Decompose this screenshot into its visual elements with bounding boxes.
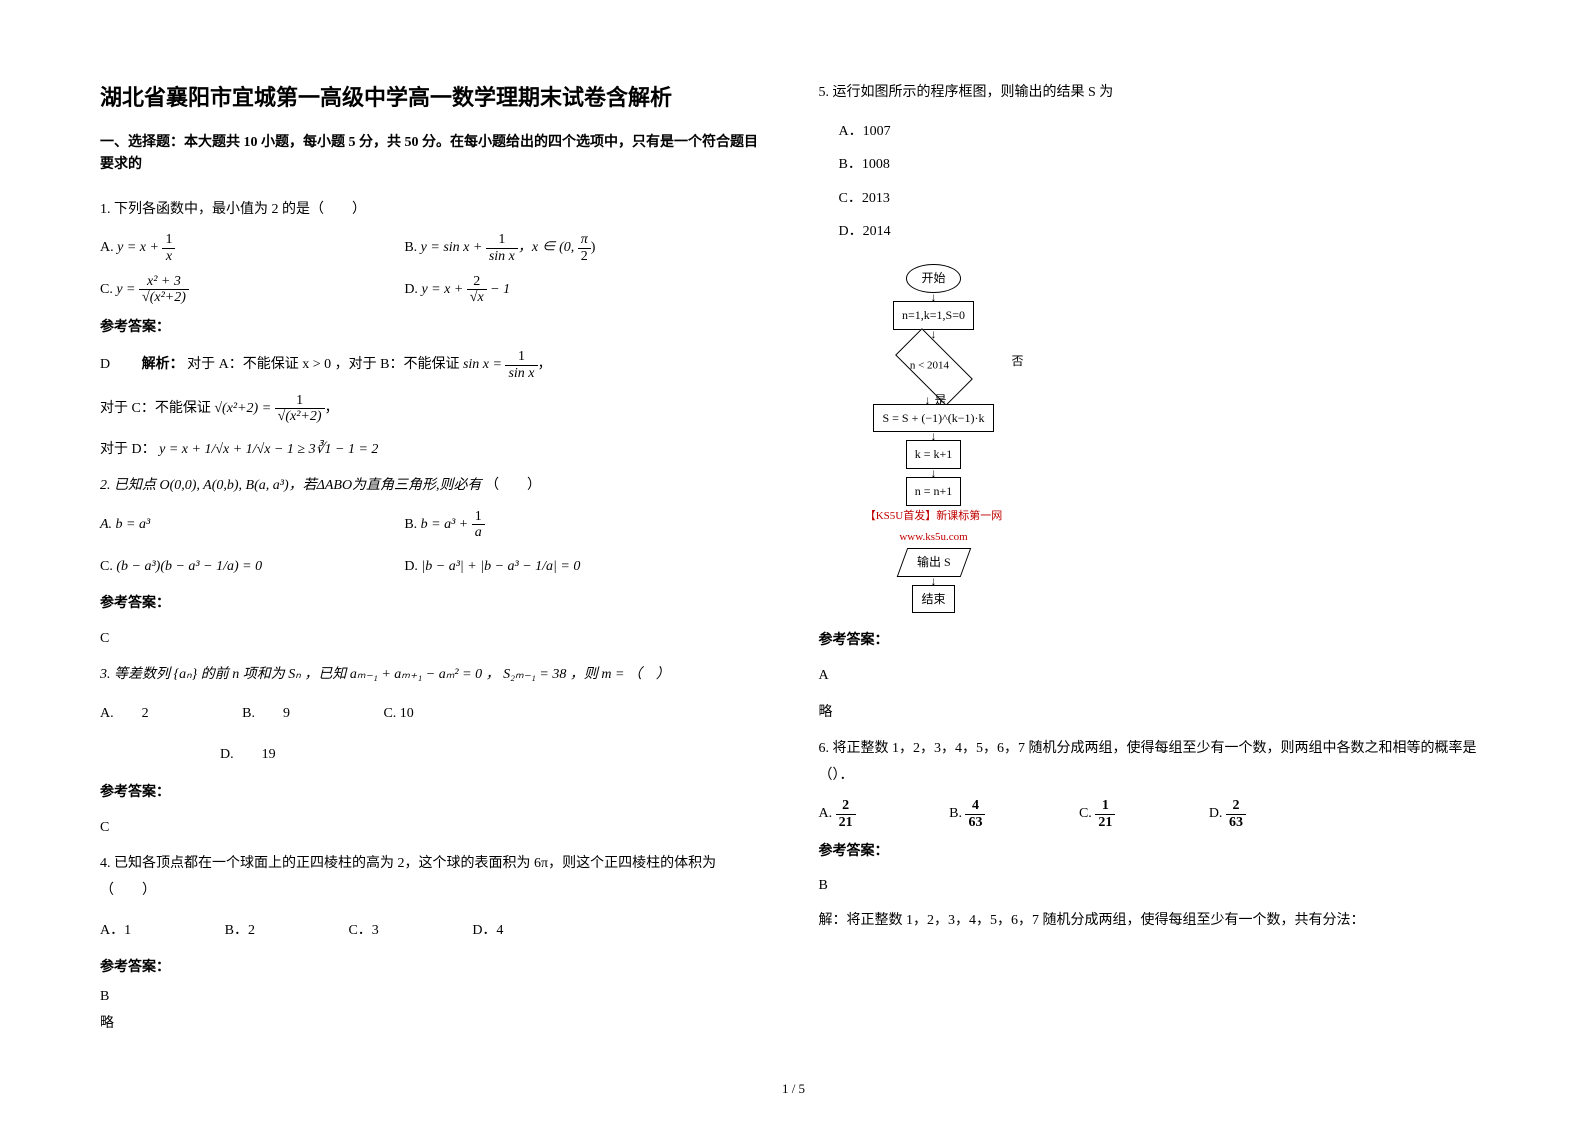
q5-option-c: C．2013 <box>839 182 1488 216</box>
q6-option-d: D. 263 <box>1209 797 1246 831</box>
q3-text: 3. 等差数列 {aₙ} 的前 n 项和为 Sₙ ，已知 aₘ₋₁ + aₘ₊₁… <box>100 667 670 682</box>
q1-option-c: C. y = x² + 3√(x²+2) <box>100 273 401 307</box>
q3-answer-label: 参考答案： <box>100 780 769 807</box>
question-5: 5. 运行如图所示的程序框图，则输出的结果 S 为 A．1007 B．1008 … <box>819 80 1488 726</box>
q2-option-c: C. (b − a³)(b − a³ − 1/a) = 0 <box>100 550 401 584</box>
question-6: 6. 将正整数 1，2，3，4，5，6，7 随机分成两组，使得每组至少有一个数，… <box>819 736 1488 935</box>
question-3: 3. 等差数列 {aₙ} 的前 n 项和为 Sₙ ，已知 aₘ₋₁ + aₘ₊₁… <box>100 662 769 841</box>
q4-answer-label: 参考答案： <box>100 956 769 976</box>
q2-answer-label: 参考答案： <box>100 591 769 618</box>
q5-option-b: B．1008 <box>839 148 1488 182</box>
q5-text: 5. 运行如图所示的程序框图，则输出的结果 S 为 <box>819 85 1114 100</box>
page-number: 1 / 5 <box>782 1081 805 1097</box>
q1-answer: D 解析： 对于 A：不能保证 x > 0 ，对于 B：不能保证 sin x =… <box>100 349 769 463</box>
question-1: 1. 下列各函数中，最小值为 2 的是（ ） A. y = x + 1x B. … <box>100 197 769 464</box>
q6-answer: B 解：将正整数 1，2，3，4，5，6，7 随机分成两组，使得每组至少有一个数… <box>819 873 1488 934</box>
q6-text: 6. 将正整数 1，2，3，4，5，6，7 随机分成两组，使得每组至少有一个数，… <box>819 741 1477 783</box>
q3-option-b: B. 9 <box>242 697 290 731</box>
q2-text: 2. 已知点 O(0,0), A(0,b), B(a, a³)，若ΔABO为直角… <box>100 478 482 493</box>
q1-option-d: D. y = x + 2√x − 1 <box>404 273 705 307</box>
q4-answer: B 略 <box>100 984 769 1037</box>
q3-answer: C <box>100 815 769 842</box>
q5-option-a: A．1007 <box>839 115 1488 149</box>
q4-option-d: D．4 <box>472 914 503 948</box>
q2-option-a: A. b = a³ <box>100 508 401 542</box>
q4-text: 4. 已知各顶点都在一个球面上的正四棱柱的高为 2，这个球的表面积为 6π，则这… <box>100 856 786 898</box>
q3-option-c: C. 10 <box>383 697 413 731</box>
q3-option-a: A. 2 <box>100 697 149 731</box>
q4-option-b: B．2 <box>225 914 255 948</box>
q2-option-b: B. b = a³ + 1a <box>404 508 705 542</box>
page-title: 湖北省襄阳市宜城第一高级中学高一数学理期末试卷含解析 <box>100 80 769 112</box>
q3-option-d: D. 19 <box>220 747 276 762</box>
section-instructions: 一、选择题：本大题共 10 小题，每小题 5 分，共 50 分。在每小题给出的四… <box>100 132 769 177</box>
q4-option-c: C．3 <box>348 914 378 948</box>
q6-answer-label: 参考答案： <box>819 839 1488 866</box>
q1-answer-label: 参考答案： <box>100 315 769 342</box>
q5-answer: A 略 <box>819 663 1488 726</box>
q1-text: 1. 下列各函数中，最小值为 2 的是（ ） <box>100 202 366 217</box>
q1-option-b: B. y = sin x + 1sin x，x ∈ (0, π2) <box>404 231 705 265</box>
q6-option-a: A. 221 <box>819 797 856 831</box>
q5-option-d: D．2014 <box>839 215 1488 249</box>
question-4: 4. 已知各顶点都在一个球面上的正四棱柱的高为 2，这个球的表面积为 6π，则这… <box>100 851 769 904</box>
q4-option-a: A．1 <box>100 914 131 948</box>
q6-option-b: B. 463 <box>949 797 985 831</box>
watermark: 【KS5U首发】新课标第一网 www.ks5u.com <box>849 506 1019 548</box>
flowchart: 开始 ↓ n=1,k=1,S=0 ↓ n < 2014 否 ↓是 S = S +… <box>849 264 1019 613</box>
question-2: 2. 已知点 O(0,0), A(0,b), B(a, a³)，若ΔABO为直角… <box>100 473 769 652</box>
q2-answer: C <box>100 626 769 653</box>
q2-option-d: D. |b − a³| + |b − a³ − 1/a| = 0 <box>404 550 705 584</box>
q1-option-a: A. y = x + 1x <box>100 231 401 265</box>
q6-option-c: C. 121 <box>1079 797 1115 831</box>
q5-answer-label: 参考答案： <box>819 628 1488 655</box>
